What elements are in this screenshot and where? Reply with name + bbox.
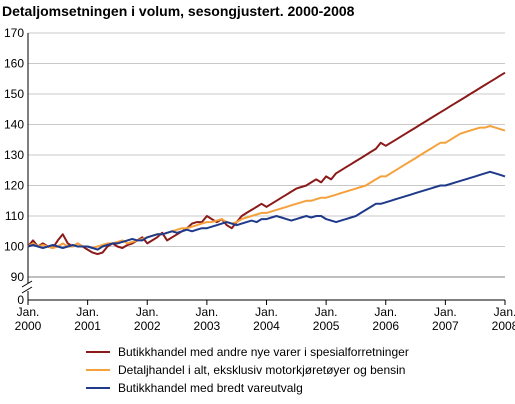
x-tick-label-month-1: Jan.	[76, 305, 99, 319]
x-tick-label-year-1: 2001	[74, 319, 101, 333]
legend-label-2: Butikkhandel med bredt vareutvalg	[118, 381, 303, 395]
x-tick-label-month-6: Jan.	[374, 305, 397, 319]
x-tick-label-month-2: Jan.	[136, 305, 159, 319]
x-tick-label-month-4: Jan.	[255, 305, 278, 319]
x-tick-label-year-8: 2008	[492, 319, 515, 333]
y-tick-label-150: 150	[4, 87, 24, 101]
x-tick-label-month-3: Jan.	[196, 305, 219, 319]
y-tick-label-120: 120	[4, 179, 24, 193]
series-line-0	[27, 71, 506, 256]
y-tick-label-0: 0	[17, 293, 24, 307]
x-tick-label-month-7: Jan.	[434, 305, 457, 319]
legend-label-1: Detaljhandel i alt, eksklusiv motorkjøre…	[118, 363, 405, 377]
chart-title: Detaljomsetningen i volum, sesongjustert…	[2, 3, 355, 19]
x-tick-label-year-6: 2006	[372, 319, 399, 333]
series-line-1	[27, 125, 506, 249]
legend-label-0: Butikkhandel med andre nye varer i spesi…	[118, 345, 409, 359]
x-tick-label-year-0: 2000	[15, 319, 42, 333]
x-tick-label-year-5: 2005	[313, 319, 340, 333]
x-tick-label-year-2: 2002	[134, 319, 161, 333]
y-tick-label-140: 140	[4, 118, 24, 132]
axis-break-mark-1	[21, 280, 33, 288]
x-tick-label-year-3: 2003	[194, 319, 221, 333]
y-tick-label-170: 170	[4, 26, 24, 40]
y-tick-label-110: 110	[5, 209, 24, 223]
x-tick-label-month-0: Jan.	[17, 305, 40, 319]
x-tick-label-month-5: Jan.	[315, 305, 338, 319]
x-tick-label-month-8: Jan.	[494, 305, 515, 319]
axis-break-mark-2	[21, 286, 33, 294]
y-tick-label-160: 160	[4, 57, 24, 71]
x-tick-label-year-7: 2007	[432, 319, 459, 333]
y-tick-label-130: 130	[4, 148, 24, 162]
series-line-2	[27, 170, 506, 251]
y-tick-label-90: 90	[11, 270, 25, 284]
y-tick-label-100: 100	[4, 240, 24, 254]
x-tick-label-year-4: 2004	[253, 319, 280, 333]
